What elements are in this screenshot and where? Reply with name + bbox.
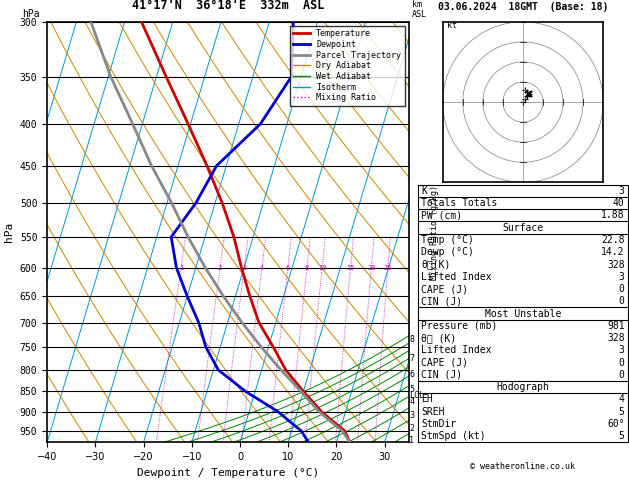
Text: 60°: 60° bbox=[607, 419, 625, 429]
Text: SREH: SREH bbox=[421, 407, 445, 417]
Text: CIN (J): CIN (J) bbox=[421, 296, 462, 306]
Text: 1: 1 bbox=[179, 265, 183, 271]
Text: 8: 8 bbox=[409, 335, 415, 344]
Text: 5: 5 bbox=[619, 407, 625, 417]
Text: 8: 8 bbox=[305, 265, 309, 271]
Text: LCL: LCL bbox=[409, 391, 425, 400]
Text: hPa: hPa bbox=[22, 9, 40, 19]
Text: Totals Totals: Totals Totals bbox=[421, 198, 498, 208]
Text: 5: 5 bbox=[409, 385, 415, 394]
Text: K: K bbox=[421, 186, 427, 196]
Text: 1.88: 1.88 bbox=[601, 210, 625, 221]
Text: 6: 6 bbox=[286, 265, 290, 271]
X-axis label: Dewpoint / Temperature (°C): Dewpoint / Temperature (°C) bbox=[137, 468, 319, 478]
Text: θᴄ (K): θᴄ (K) bbox=[421, 333, 457, 343]
Text: Surface: Surface bbox=[503, 223, 543, 233]
Text: 0: 0 bbox=[619, 358, 625, 367]
Text: θᴄ(K): θᴄ(K) bbox=[421, 260, 450, 270]
Text: 15: 15 bbox=[347, 265, 355, 271]
Text: 41°17'N  36°18'E  332m  ASL: 41°17'N 36°18'E 332m ASL bbox=[131, 0, 324, 12]
Text: 40: 40 bbox=[613, 198, 625, 208]
Text: Dewp (°C): Dewp (°C) bbox=[421, 247, 474, 257]
Legend: Temperature, Dewpoint, Parcel Trajectory, Dry Adiabat, Wet Adiabat, Isotherm, Mi: Temperature, Dewpoint, Parcel Trajectory… bbox=[289, 26, 404, 105]
Text: 20: 20 bbox=[367, 265, 376, 271]
Text: 328: 328 bbox=[607, 333, 625, 343]
Text: Temp (°C): Temp (°C) bbox=[421, 235, 474, 245]
Text: 3: 3 bbox=[619, 346, 625, 355]
Text: StmDir: StmDir bbox=[421, 419, 457, 429]
Text: kt: kt bbox=[447, 21, 457, 30]
Text: 25: 25 bbox=[384, 265, 392, 271]
Text: 22.8: 22.8 bbox=[601, 235, 625, 245]
Text: 3: 3 bbox=[409, 411, 415, 420]
Text: 328: 328 bbox=[607, 260, 625, 270]
Text: 10: 10 bbox=[318, 265, 326, 271]
Text: 5: 5 bbox=[619, 431, 625, 441]
Text: km
ASL: km ASL bbox=[412, 0, 427, 19]
Text: 3: 3 bbox=[619, 272, 625, 282]
Text: CAPE (J): CAPE (J) bbox=[421, 358, 468, 367]
Text: Most Unstable: Most Unstable bbox=[485, 309, 561, 318]
Text: 3: 3 bbox=[242, 265, 247, 271]
Text: PW (cm): PW (cm) bbox=[421, 210, 462, 221]
Text: 1: 1 bbox=[409, 435, 415, 445]
Y-axis label: hPa: hPa bbox=[4, 222, 14, 242]
Text: 4: 4 bbox=[409, 397, 415, 406]
Text: Lifted Index: Lifted Index bbox=[421, 346, 492, 355]
Text: Pressure (mb): Pressure (mb) bbox=[421, 321, 498, 331]
Text: 0: 0 bbox=[619, 284, 625, 294]
Text: 14.2: 14.2 bbox=[601, 247, 625, 257]
Text: 2: 2 bbox=[409, 424, 415, 434]
Text: CIN (J): CIN (J) bbox=[421, 370, 462, 380]
Text: CAPE (J): CAPE (J) bbox=[421, 284, 468, 294]
Text: 3: 3 bbox=[619, 186, 625, 196]
Text: 03.06.2024  18GMT  (Base: 18): 03.06.2024 18GMT (Base: 18) bbox=[438, 2, 608, 12]
Text: 0: 0 bbox=[619, 370, 625, 380]
Text: 2: 2 bbox=[218, 265, 222, 271]
Text: 0: 0 bbox=[619, 296, 625, 306]
Text: EH: EH bbox=[421, 395, 433, 404]
Text: 4: 4 bbox=[619, 395, 625, 404]
Text: StmSpd (kt): StmSpd (kt) bbox=[421, 431, 486, 441]
Text: Lifted Index: Lifted Index bbox=[421, 272, 492, 282]
Text: 4: 4 bbox=[260, 265, 264, 271]
Text: © weatheronline.co.uk: © weatheronline.co.uk bbox=[470, 462, 576, 471]
Text: 981: 981 bbox=[607, 321, 625, 331]
Text: Mixing Ratio (g/kg): Mixing Ratio (g/kg) bbox=[430, 185, 440, 279]
Text: 6: 6 bbox=[409, 370, 415, 379]
Text: Hodograph: Hodograph bbox=[496, 382, 549, 392]
Text: 7: 7 bbox=[409, 354, 415, 363]
